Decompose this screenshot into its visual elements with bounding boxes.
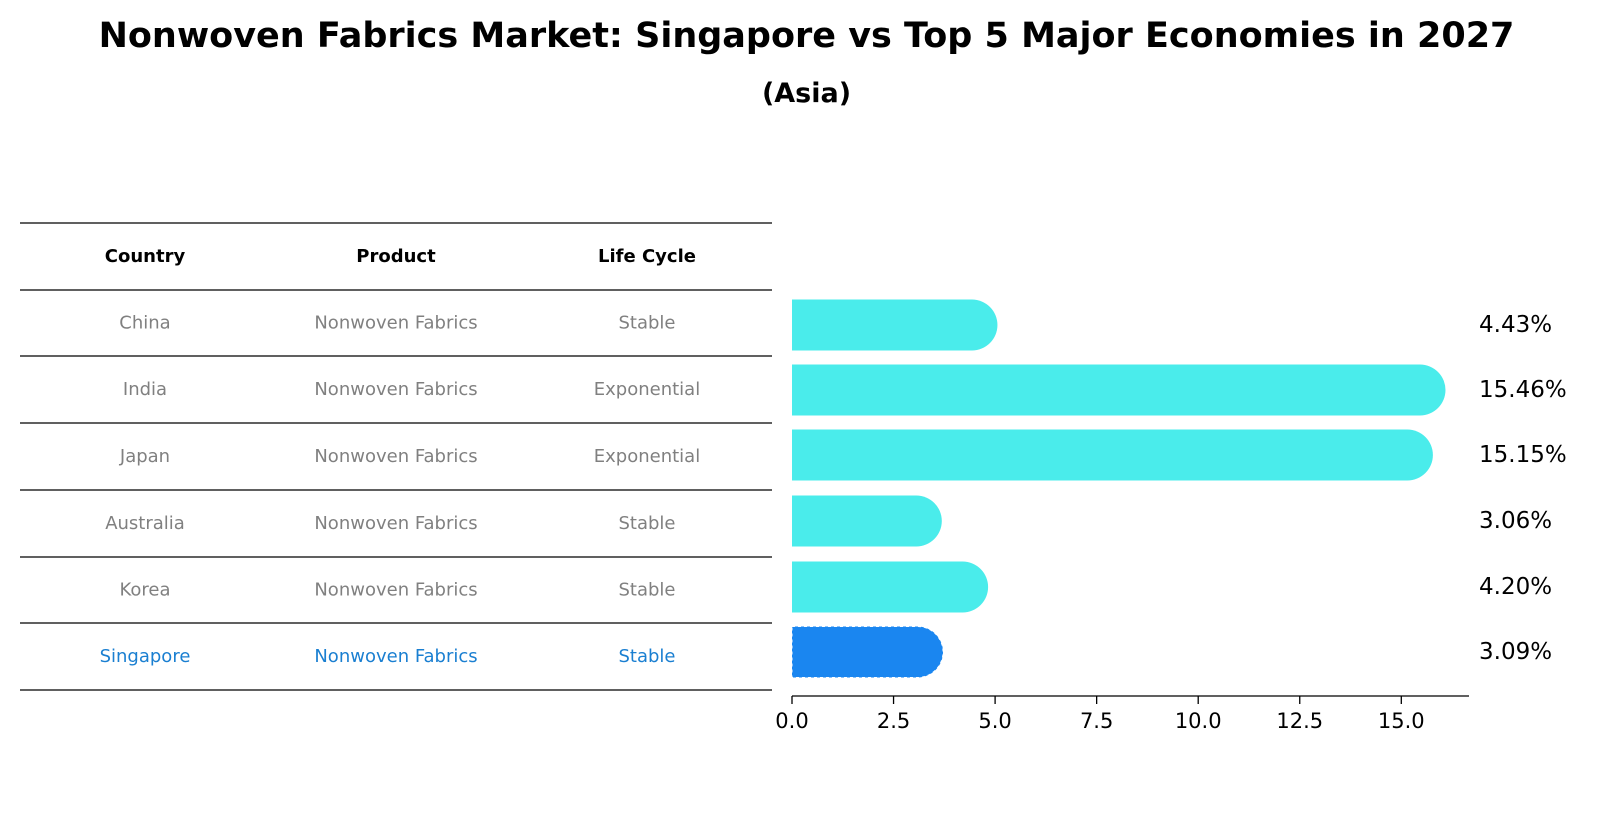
table-cell: Nonwoven Fabrics xyxy=(314,446,477,467)
bar-value-label: 15.46% xyxy=(1479,377,1567,403)
table-cell: Exponential xyxy=(594,446,700,467)
table-cell: China xyxy=(119,313,170,334)
table-header-cell: Country xyxy=(105,246,186,267)
bar-value-label: 3.06% xyxy=(1479,508,1552,534)
x-tick-label: 2.5 xyxy=(877,709,910,733)
x-tick-label: 7.5 xyxy=(1080,709,1113,733)
table-cell: Japan xyxy=(119,446,170,467)
bar-india xyxy=(792,364,1446,416)
x-tick-label: 0.0 xyxy=(775,709,808,733)
table-cell: Exponential xyxy=(594,379,700,400)
table-cell: India xyxy=(123,379,167,400)
chart-subtitle: (Asia) xyxy=(761,78,852,109)
data-table: Country Product Life Cycle China Nonwoven Fa… xyxy=(20,222,772,691)
x-tick-label: 12.5 xyxy=(1276,709,1323,733)
bar-value-label: 4.20% xyxy=(1479,574,1552,600)
table-header-cell: Life Cycle xyxy=(598,246,696,267)
bar-value-label: 4.43% xyxy=(1479,312,1552,338)
table-cell: Nonwoven Fabrics xyxy=(314,313,477,334)
x-tick-label: 15.0 xyxy=(1378,709,1425,733)
x-tick-label: 5.0 xyxy=(978,709,1011,733)
table-cell: Stable xyxy=(618,313,675,334)
bar-plot: 0.0 2.5 5.0 7.5 10.0 12.5 15.0 4.43% 15.46% 15.15… xyxy=(775,299,1567,733)
x-tick-label: 10.0 xyxy=(1175,709,1222,733)
bar-australia xyxy=(792,495,942,547)
table-cell: Korea xyxy=(119,580,170,601)
bar-value-label: 15.15% xyxy=(1479,442,1567,468)
bar-japan xyxy=(792,429,1433,481)
table-cell: Nonwoven Fabrics xyxy=(314,379,477,400)
table-header-cell: Product xyxy=(356,246,436,267)
table-cell: Nonwoven Fabrics xyxy=(314,513,477,534)
chart-title: Nonwoven Fabrics Market: Singapore vs To… xyxy=(98,16,1515,56)
bar-value-label: 3.09% xyxy=(1479,639,1552,665)
table-cell: Nonwoven Fabrics xyxy=(314,580,477,601)
table-cell: Stable xyxy=(618,646,675,667)
bar-korea xyxy=(792,561,989,613)
table-cell: Australia xyxy=(105,513,185,534)
table-cell: Stable xyxy=(618,580,675,601)
table-cell: Singapore xyxy=(100,646,191,667)
bar-singapore xyxy=(791,626,944,678)
table-cell: Stable xyxy=(618,513,675,534)
table-cell: Nonwoven Fabrics xyxy=(314,646,477,667)
bar-china xyxy=(792,299,998,351)
